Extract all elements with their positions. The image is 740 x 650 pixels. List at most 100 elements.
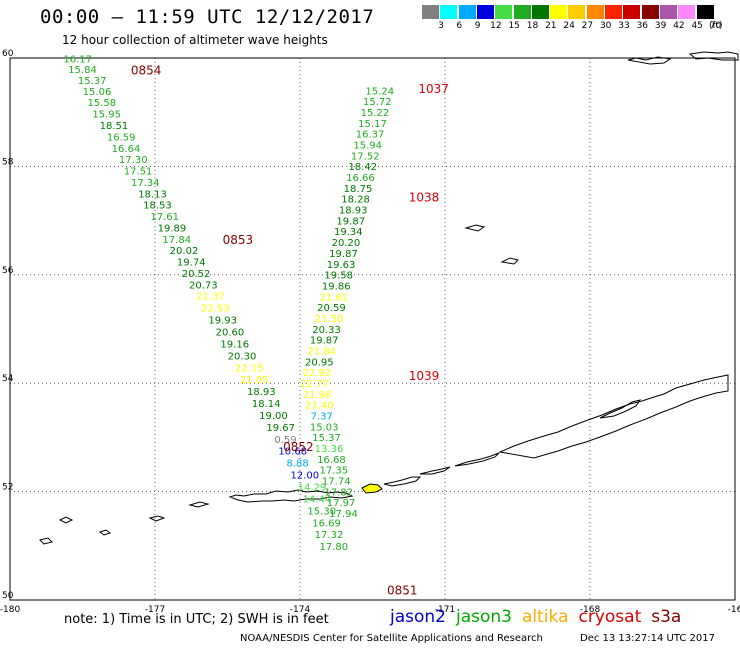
color-swatch-label: 33 (618, 21, 630, 31)
color-swatch-label: 70 (709, 21, 722, 31)
legend-satellite-altika: altika (522, 607, 569, 627)
color-swatch-label: 45 (691, 21, 703, 31)
longitude-tick-label: -16 (728, 605, 740, 615)
coastline (498, 374, 729, 459)
satellite-legend: jason2 jason3 altika cryosat s3a (390, 607, 691, 627)
coastline (188, 501, 210, 508)
wave-height-value: 10.68 (278, 447, 307, 458)
wave-height-value: 20.30 (228, 351, 257, 362)
wave-height-value: 18.75 (344, 184, 373, 195)
latitude-tick-label: 58 (2, 157, 14, 167)
pass-time-label: 1039 (409, 369, 440, 383)
wave-height-value: 19.34 (334, 227, 363, 238)
coastline (361, 483, 383, 494)
coastline (98, 529, 112, 536)
wave-height-value: 15.06 (83, 87, 112, 98)
map-axes: -180 -177 -174 -171 -168 -16 50 52 54 56 58 60 (0, 49, 740, 615)
coastline (228, 489, 354, 503)
wave-height-value: 17.74 (322, 477, 351, 488)
wave-height-value: 18.53 (143, 201, 172, 212)
wave-height-value: 20.60 (216, 328, 245, 339)
color-swatch-label: 39 (654, 21, 667, 31)
wave-height-value: 20.20 (332, 238, 361, 249)
color-swatch (568, 5, 586, 19)
wave-height-value: 21.98 (303, 390, 332, 401)
pass-time-label: 1038 (409, 191, 440, 205)
wave-height-value: 15.72 (363, 97, 392, 108)
wave-height-value: 18.93 (339, 206, 368, 217)
wave-height-value: 15.37 (312, 433, 341, 444)
longitude-tick-label: -180 (0, 605, 20, 615)
wave-height-value: 21.05 (240, 375, 269, 386)
wave-height-value: 16.59 (107, 132, 136, 143)
wave-height-value: 16.68 (317, 455, 346, 466)
wave-height-value: 16.69 (312, 518, 341, 529)
wave-height-value: 17.82 (324, 487, 353, 498)
wave-height-value: 22.53 (201, 304, 230, 315)
color-swatch-label: 27 (581, 21, 594, 31)
color-swatch-label: 30 (599, 21, 612, 31)
wave-height-value: 17.61 (150, 212, 179, 223)
color-swatch-label: 24 (563, 21, 575, 31)
coastline (58, 516, 74, 524)
wave-height-value: 16.17 (63, 54, 92, 65)
color-swatch (440, 5, 458, 19)
coastline (627, 56, 672, 65)
wave-height-value: 16.64 (112, 144, 141, 155)
latitude-tick-label: 60 (2, 49, 14, 59)
wave-height-value: 21.37 (196, 292, 225, 303)
color-swatch-label: 18 (526, 21, 539, 31)
wave-height-value: 20.73 (189, 280, 218, 291)
longitude-tick-label: -171 (435, 605, 455, 615)
wave-height-value: 17.51 (124, 167, 153, 178)
color-scale-unit: (ft) (709, 21, 723, 31)
wave-height-value: 21.84 (307, 346, 336, 357)
wave-height-value: 18.93 (247, 387, 276, 398)
wave-height-value: 15.84 (68, 65, 97, 76)
coastline (599, 399, 642, 419)
wave-height-value: 18.13 (138, 189, 167, 200)
wave-height-value: 19.87 (310, 336, 339, 347)
color-swatch (550, 5, 568, 19)
wave-height-value: 15.58 (88, 98, 117, 109)
color-swatch-label: 42 (673, 21, 685, 31)
wave-height-value: 19.87 (329, 249, 358, 260)
legend-satellite-jason2: jason2 (390, 607, 446, 627)
color-swatch-label: 9 (474, 21, 481, 31)
pass-time-label: 1037 (418, 82, 449, 96)
wave-height-value: 18.28 (341, 195, 370, 206)
wave-height-value: 17.94 (329, 509, 358, 520)
wave-height-value: 19.00 (259, 411, 288, 422)
wave-height-value: 18.51 (100, 121, 129, 132)
coastline (500, 257, 519, 265)
wave-height-value: 21.40 (305, 401, 334, 412)
wave-height-value: 16.37 (356, 130, 385, 141)
longitude-tick-label: -177 (145, 605, 165, 615)
legend-satellite-cryosat: cryosat (578, 607, 642, 627)
wave-height-value: 19.89 (158, 223, 187, 234)
coastline (148, 515, 166, 522)
color-swatch (476, 5, 494, 19)
pass-time-labels: 0854 0853 0852 0851 1037 1038 1039 (131, 63, 449, 597)
color-swatch (531, 5, 549, 19)
coastline (383, 476, 422, 487)
wave-height-value: 15.30 (307, 506, 336, 517)
wave-height-value: 15.94 (353, 141, 382, 152)
wave-height-value: 20.02 (170, 246, 199, 257)
map-title: 00:00 – 11:59 UTC 12/12/2017 (40, 6, 375, 28)
wave-height-value: 19.58 (324, 271, 353, 282)
color-swatch (422, 5, 439, 19)
longitude-tick-label: -174 (290, 605, 311, 615)
wave-height-value: 15.03 (310, 422, 339, 433)
latitude-tick-label: 50 (2, 591, 14, 601)
wave-height-value: 20.33 (312, 325, 341, 336)
color-swatch (696, 5, 714, 19)
wave-height-value: 21.50 (315, 314, 344, 325)
wave-height-value: 19.93 (208, 316, 237, 327)
wave-height-value: 20.59 (317, 303, 346, 314)
pass-time-label: 0853 (223, 233, 254, 247)
wave-height-value: 15.95 (92, 110, 121, 121)
pass-time-label: 0852 (283, 440, 314, 454)
